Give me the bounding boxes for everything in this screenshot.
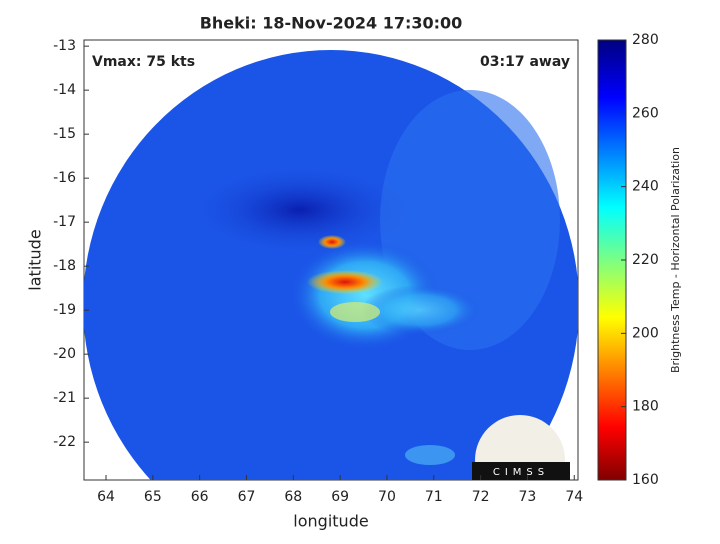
logo: CIMSS [472,415,570,480]
x-tick-label: 65 [144,489,162,505]
x-tick-label: 70 [378,489,396,505]
y-tick-label: -17 [53,214,76,230]
y-tick-label: -21 [53,390,76,406]
x-tick-label: 72 [472,489,490,505]
x-tick-label: 64 [97,489,115,505]
colorbar-tick-label: 200 [632,325,659,341]
x-tick-label: 66 [191,489,209,505]
y-tick-label: -15 [53,126,76,142]
x-tick-label: 71 [425,489,443,505]
y-tick-label: -14 [53,82,76,98]
x-tick-label: 68 [284,489,302,505]
time-away: 03:17 away [480,54,570,70]
x-tick-label: 74 [565,489,583,505]
x-axis-label: longitude [293,512,368,531]
colorbar-tick-label: 160 [632,472,659,488]
y-tick-label: -16 [53,170,76,186]
title: Bheki: 18-Nov-2024 17:30:00 [200,14,463,33]
y-tick-label: -13 [53,38,76,54]
x-tick-label: 73 [519,489,537,505]
vmax: Vmax: 75 kts [92,54,195,70]
colorbar-tick-label: 260 [632,105,659,121]
colorbar-tick-label: 180 [632,399,659,415]
y-axis-label: latitude [26,229,45,290]
logo-text: CIMSS [493,467,549,478]
colorbar-tick-label: 240 [632,179,659,195]
x-tick-label: 69 [331,489,349,505]
satellite-image [84,50,578,480]
colorbar-tick-label: 280 [632,32,659,48]
colorbar-tick-label: 220 [632,252,659,268]
y-tick-label: -22 [53,434,76,450]
y-tick-label: -20 [53,346,76,362]
x-tick-label: 67 [238,489,256,505]
y-tick-label: -19 [53,302,76,318]
y-tick-label: -18 [53,258,76,274]
colorbar-label: Brightness Temp - Horizontal Polarizatio… [669,147,682,373]
